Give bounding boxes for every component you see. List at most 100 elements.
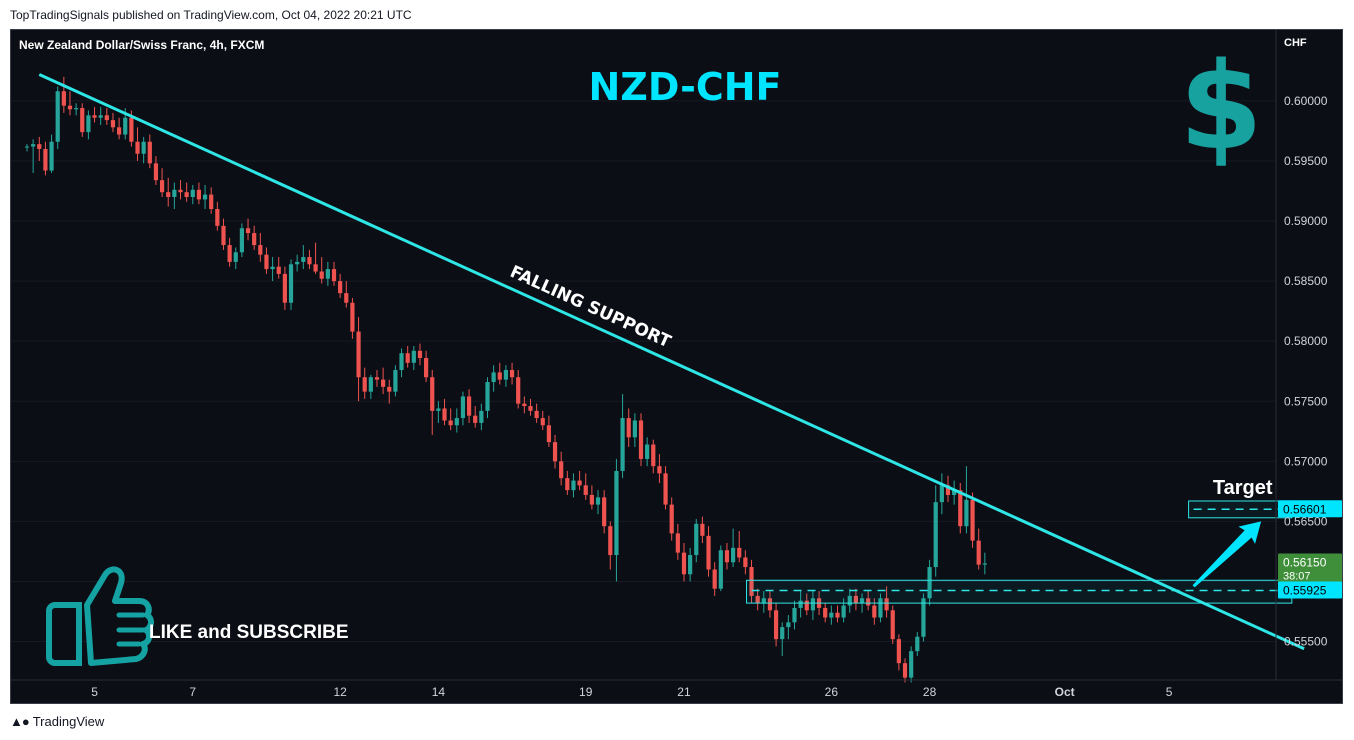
candle	[902, 658, 908, 683]
candle-body	[159, 180, 165, 193]
candle-body	[43, 148, 48, 171]
candle-body	[958, 490, 963, 527]
candle-body	[866, 598, 871, 606]
candle-body	[110, 120, 116, 128]
candle	[712, 562, 717, 596]
price-tick-label: 0.56500	[1284, 514, 1328, 528]
candle-body	[86, 115, 91, 133]
candle-body	[424, 358, 429, 378]
candle-body	[516, 377, 521, 404]
time-tick-label: 5	[91, 685, 98, 699]
candle	[166, 177, 171, 207]
candle-body	[737, 547, 742, 558]
price-tick-label: 0.55500	[1284, 635, 1328, 649]
candle-body	[417, 350, 423, 359]
candle	[724, 543, 730, 570]
candle-body	[589, 494, 594, 505]
candle-body	[135, 141, 140, 154]
candle-body	[915, 636, 920, 652]
candle	[362, 367, 367, 399]
candle	[755, 588, 760, 611]
candle	[202, 184, 208, 210]
candle	[135, 127, 140, 161]
candle	[221, 218, 226, 250]
candle	[497, 362, 502, 385]
candle-body	[577, 480, 582, 486]
candle-body	[325, 269, 330, 279]
candlestick-chart[interactable]: Target FALLING SUPPORT 0.60000 0.59500 0.59…	[11, 30, 1343, 704]
time-tick-label: 12	[333, 685, 347, 699]
candle	[24, 144, 30, 152]
candle	[92, 106, 97, 123]
candle	[516, 370, 521, 409]
candle	[645, 437, 650, 467]
candle-body	[80, 108, 85, 133]
candle-body	[147, 141, 152, 164]
candle-body	[651, 444, 656, 467]
candle-body	[565, 478, 570, 491]
candle	[190, 184, 195, 205]
thumbs-up-icon	[46, 566, 154, 666]
candle	[835, 605, 840, 623]
candle-body	[559, 461, 564, 479]
candle-body	[497, 372, 502, 380]
candle-body	[528, 406, 533, 411]
time-tick-label: 28	[923, 685, 937, 699]
footer-brand[interactable]: ▲● TradingView	[10, 714, 104, 729]
candle	[61, 76, 66, 113]
candle-body	[288, 264, 294, 303]
candle	[387, 379, 392, 404]
candle-body	[98, 115, 103, 118]
candle-body	[571, 480, 576, 491]
candle	[675, 523, 680, 560]
candle	[86, 110, 91, 140]
candle	[528, 398, 533, 416]
candle-body	[546, 425, 551, 443]
candle-body	[896, 639, 901, 664]
candle-body	[227, 245, 232, 262]
candle-body	[104, 115, 109, 121]
candle	[319, 257, 324, 284]
chart-title: New Zealand Dollar/Swiss Franc, 4h, FXCM	[19, 38, 264, 52]
candle	[209, 187, 214, 214]
candle-body	[810, 598, 816, 611]
support-price-badge-bg	[1278, 581, 1342, 599]
candle-body	[884, 598, 889, 611]
falling-support-trendline	[38, 73, 1305, 651]
price-tick-label: 0.59000	[1284, 214, 1328, 228]
candle-body	[761, 598, 766, 604]
candle-body	[491, 372, 496, 383]
candle	[454, 408, 459, 433]
candle-body	[964, 499, 969, 527]
candle	[233, 247, 238, 270]
candle-body	[233, 252, 238, 262]
candle-body	[823, 607, 828, 618]
candle	[227, 237, 232, 267]
candle-body	[718, 550, 723, 589]
chart-panel[interactable]: Target FALLING SUPPORT 0.60000 0.59500 0.59…	[10, 29, 1343, 704]
candle-body	[178, 189, 183, 193]
candle	[970, 492, 975, 548]
candle	[657, 454, 662, 483]
candle	[614, 458, 619, 582]
candle	[780, 622, 785, 656]
current-price-badge-bg	[1278, 553, 1342, 584]
candle	[878, 593, 883, 623]
candle-body	[835, 612, 840, 618]
candle	[718, 545, 723, 592]
candle	[424, 350, 429, 383]
candle	[583, 473, 588, 500]
candle-body	[583, 485, 588, 495]
candle-body	[534, 410, 539, 419]
candle	[663, 466, 668, 510]
candle-body	[153, 163, 159, 181]
candle-body	[712, 569, 717, 589]
price-tick-label: 0.57500	[1284, 394, 1328, 408]
price-tick-label: 0.58000	[1284, 334, 1328, 348]
candle-body	[460, 396, 466, 419]
candle-body	[190, 189, 195, 198]
candle-body	[872, 605, 877, 618]
candle-body	[945, 485, 951, 495]
candle-body	[767, 598, 773, 611]
candle-body	[927, 567, 932, 599]
